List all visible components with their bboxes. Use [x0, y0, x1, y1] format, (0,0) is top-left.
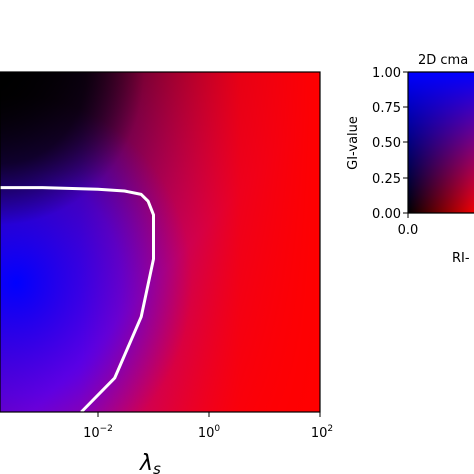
main-plot-frame [0, 71, 321, 413]
main-x-axis: 10−2 100 102 λs [83, 412, 333, 474]
colormap-y-tick-label-4: 0.25 [372, 172, 401, 187]
colormap-x-tick-label-1: 0.0 [398, 223, 419, 238]
contour-line [0, 186, 155, 414]
colormap-y-tick-label-2: 0.75 [372, 101, 401, 116]
main-heatmap [0, 71, 321, 414]
colormap-title: 2D cma [418, 53, 468, 68]
main-x-axis-label: λs [139, 451, 161, 474]
colormap-vertical-gradient [408, 72, 474, 213]
colormap-inset: 2D cma 1.00 0.75 0.50 0.25 0.00 0.0 GI-v… [346, 53, 474, 266]
main-heatmap-dark-layer [0, 72, 320, 412]
colormap-y-tick-label-5: 0.00 [372, 207, 401, 222]
colormap-y-tick-label-3: 0.50 [372, 136, 401, 151]
colormap-y-axis-label: GI-value [346, 116, 361, 170]
colormap-x-axis-label: RI- [452, 251, 470, 266]
colormap-y-tick-label-1: 1.00 [372, 66, 401, 81]
x-tick-label-2: 100 [198, 424, 221, 441]
x-tick-label-3: 102 [311, 424, 333, 441]
x-tick-label-1: 10−2 [83, 424, 113, 441]
